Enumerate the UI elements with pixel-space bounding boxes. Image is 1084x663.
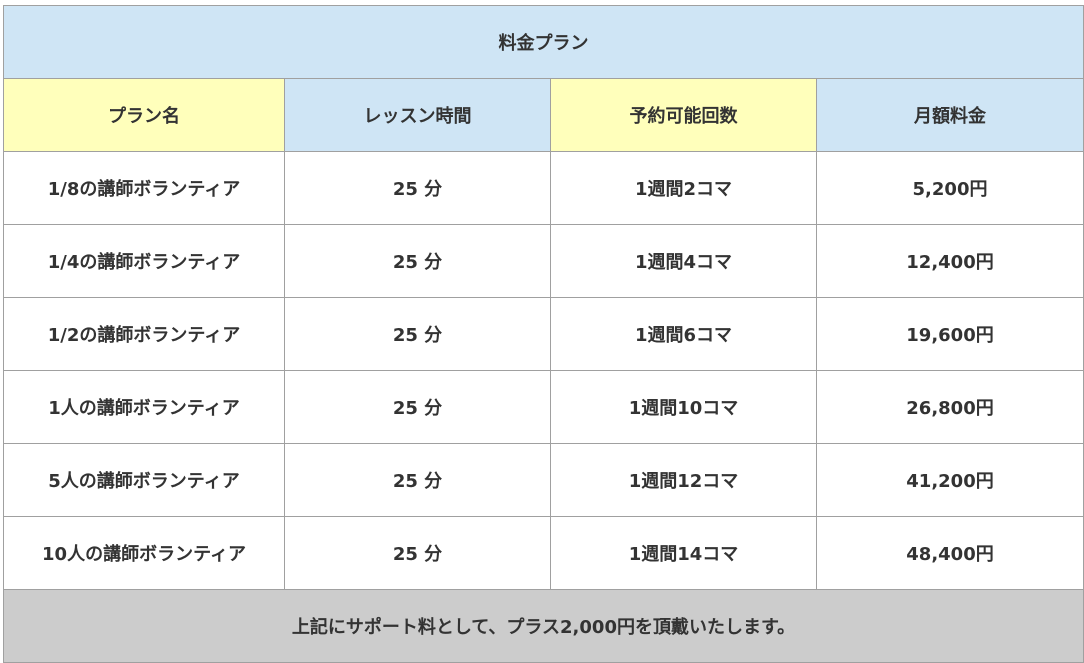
cell-plan-name: 1/8の講師ボランティア bbox=[3, 151, 285, 225]
cell-lesson-time: 25 分 bbox=[284, 370, 551, 444]
cell-lesson-time: 25 分 bbox=[284, 151, 551, 225]
cell-bookable-count: 1週間4コマ bbox=[550, 224, 817, 298]
cell-monthly-fee: 41,200円 bbox=[816, 443, 1084, 517]
cell-plan-name: 5人の講師ボランティア bbox=[3, 443, 285, 517]
table-row: 1/4の講師ボランティア 25 分 1週間4コマ 12,400円 bbox=[3, 224, 1084, 298]
header-row: プラン名 レッスン時間 予約可能回数 月額料金 bbox=[3, 78, 1084, 152]
cell-monthly-fee: 5,200円 bbox=[816, 151, 1084, 225]
table-row: 1/8の講師ボランティア 25 分 1週間2コマ 5,200円 bbox=[3, 151, 1084, 225]
header-monthly-fee: 月額料金 bbox=[816, 78, 1084, 152]
cell-plan-name: 1人の講師ボランティア bbox=[3, 370, 285, 444]
cell-monthly-fee: 48,400円 bbox=[816, 516, 1084, 590]
header-bookable-count: 予約可能回数 bbox=[550, 78, 817, 152]
cell-bookable-count: 1週間6コマ bbox=[550, 297, 817, 371]
header-plan-name: プラン名 bbox=[3, 78, 285, 152]
cell-lesson-time: 25 分 bbox=[284, 297, 551, 371]
cell-bookable-count: 1週間12コマ bbox=[550, 443, 817, 517]
cell-bookable-count: 1週間2コマ bbox=[550, 151, 817, 225]
cell-monthly-fee: 12,400円 bbox=[816, 224, 1084, 298]
table-row: 10人の講師ボランティア 25 分 1週間14コマ 48,400円 bbox=[3, 516, 1084, 590]
cell-bookable-count: 1週間14コマ bbox=[550, 516, 817, 590]
cell-lesson-time: 25 分 bbox=[284, 516, 551, 590]
cell-bookable-count: 1週間10コマ bbox=[550, 370, 817, 444]
pricing-table: 料金プラン プラン名 レッスン時間 予約可能回数 月額料金 1/8の講師ボランテ… bbox=[3, 5, 1084, 663]
cell-plan-name: 10人の講師ボランティア bbox=[3, 516, 285, 590]
footer-note: 上記にサポート料として、プラス2,000円を頂戴いたします。 bbox=[3, 589, 1084, 663]
header-lesson-time: レッスン時間 bbox=[284, 78, 551, 152]
cell-plan-name: 1/2の講師ボランティア bbox=[3, 297, 285, 371]
table-row: 1人の講師ボランティア 25 分 1週間10コマ 26,800円 bbox=[3, 370, 1084, 444]
table-row: 5人の講師ボランティア 25 分 1週間12コマ 41,200円 bbox=[3, 443, 1084, 517]
cell-lesson-time: 25 分 bbox=[284, 443, 551, 517]
table-body: 1/8の講師ボランティア 25 分 1週間2コマ 5,200円 1/4の講師ボランティア… bbox=[3, 151, 1084, 590]
cell-plan-name: 1/4の講師ボランティア bbox=[3, 224, 285, 298]
table-title: 料金プラン bbox=[3, 5, 1084, 79]
table-row: 1/2の講師ボランティア 25 分 1週間6コマ 19,600円 bbox=[3, 297, 1084, 371]
cell-monthly-fee: 26,800円 bbox=[816, 370, 1084, 444]
cell-lesson-time: 25 分 bbox=[284, 224, 551, 298]
cell-monthly-fee: 19,600円 bbox=[816, 297, 1084, 371]
